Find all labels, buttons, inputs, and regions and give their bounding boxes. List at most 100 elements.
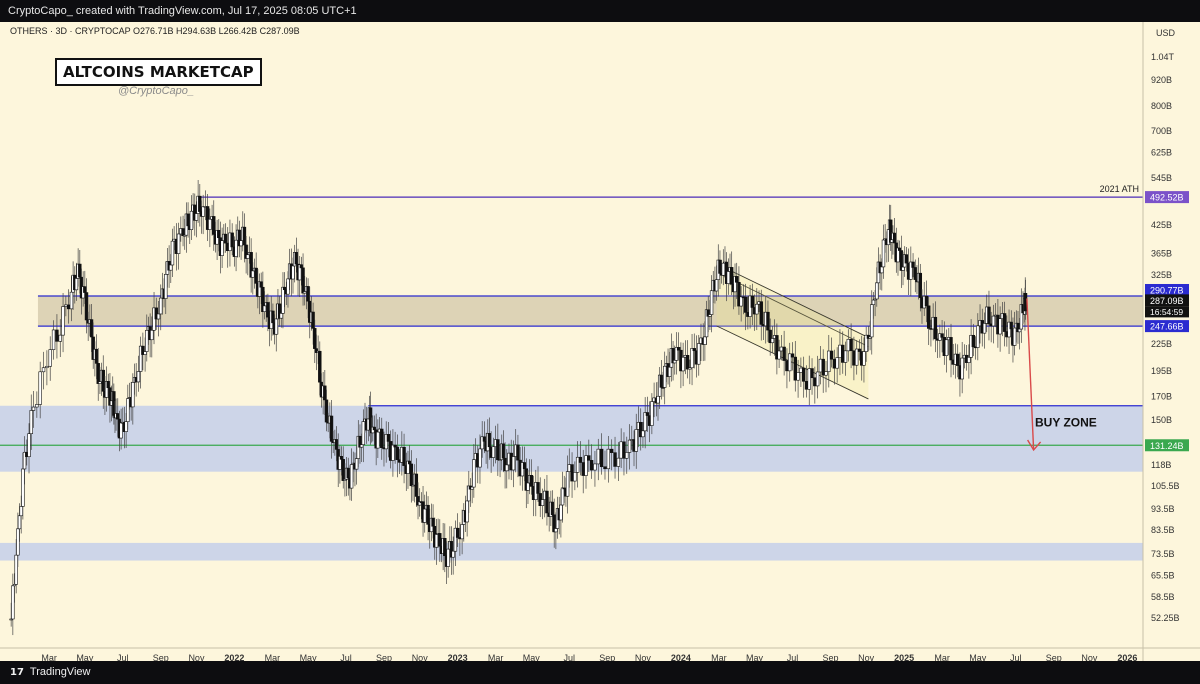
candle-body [824,371,828,376]
candle-body [1007,321,1011,338]
price-tick-label: 225B [1151,339,1172,349]
candle-body [460,524,464,540]
price-label-text: 290.77B [1150,285,1184,295]
candle-body [426,504,430,525]
price-label-text: 492.52B [1150,193,1184,203]
candle-body [818,358,823,373]
candle-body [96,363,100,384]
candle-body [380,428,384,448]
candle-body [150,329,154,341]
candle-body [41,367,46,373]
candle-body [141,345,145,355]
price-label-text: 287.09B [1150,296,1184,306]
candle-body [768,329,772,344]
price-tick-label: 170B [1151,392,1172,402]
candle-body [987,306,991,325]
time-tick-label: Nov [1081,653,1098,661]
candle-body [685,354,690,370]
candle-body [61,306,65,336]
candle-body [777,350,781,360]
author-handle: @CryptoCapo_ [118,85,194,97]
candle-body [729,267,734,285]
price-label-text: 131.24B [1150,441,1184,451]
candle-body [124,421,128,432]
candle-body [354,458,359,470]
price-label-box [1145,191,1189,204]
candle-body [841,344,845,363]
price-label-box [1145,320,1189,333]
candle-body [991,315,996,327]
chart-title-box: ALTCOINS MARKETCAP [55,58,262,86]
candle-body [318,350,322,383]
candle-body [619,441,623,459]
candle-body [681,356,685,372]
candle-body [487,433,492,448]
candle-body [650,401,654,426]
candle-body [835,357,839,369]
candle-body [909,261,913,280]
candle-body [262,305,267,313]
candle-body [482,436,487,442]
candle-body [718,259,722,274]
candle-body [567,464,571,472]
time-tick-label: Sep [376,653,392,661]
candle-body [832,358,837,369]
candle-body [788,353,792,372]
candle-body [827,350,831,372]
time-tick-label: May [969,653,987,661]
candle-body [587,455,591,461]
time-tick-label: Sep [822,653,838,661]
time-tick-label: Sep [1046,653,1062,661]
candle-body [480,436,484,450]
candle-body [540,499,545,506]
candle-body [306,286,310,302]
time-tick-label: Mar [265,653,281,661]
time-tick-label: Sep [599,653,615,661]
candle-body [220,240,224,256]
candle-body [11,585,15,620]
time-tick-label: Sep [153,653,169,661]
candle-body [897,247,902,251]
price-label-box [1145,439,1189,452]
candle-body [815,371,820,387]
candle-body [69,291,74,310]
candle-body [759,301,763,325]
candle-body [668,366,672,377]
candle-body [881,239,886,268]
candle-body [663,365,667,388]
candle-body [918,272,923,298]
watermark-text: CryptoCapo_ created with TradingView.com… [8,5,357,17]
candle-body [154,307,158,320]
candle-body [414,473,419,497]
time-tick-label: Mar [41,653,57,661]
candle-body [194,213,199,221]
candle-body [613,452,617,467]
candle-body [58,334,62,342]
candle-body [451,550,455,558]
candle-body [944,339,949,356]
chart-frame[interactable]: BUY ZONE 2021 ATH USD 1.04T 920B 800B 700B 625B… [0,22,1200,661]
candle-body [349,464,354,489]
candle-body [438,533,442,547]
candle-body [560,487,565,506]
price-tick-label: 365B [1151,248,1172,258]
brand-label: TradingView [29,666,91,678]
candle-body [904,254,909,264]
candle-body [423,508,427,523]
candle-body [933,316,938,340]
candle-body [690,348,694,369]
candle-body [446,548,450,567]
candle-body [136,371,141,383]
price-chart[interactable]: BUY ZONE 2021 ATH USD 1.04T 920B 800B 700B 625B… [0,22,1200,661]
candle-body [143,351,147,355]
candle-body [810,368,814,379]
candle-body [688,367,692,370]
time-tick-label: May [746,653,764,661]
candle-body [198,195,202,212]
price-tick-label: 105.5B [1151,481,1180,491]
candle-body [697,343,701,365]
price-tick-label: 93.5B [1151,504,1175,514]
candle-body [346,467,350,479]
price-tick-label: 150B [1151,415,1172,425]
candle-body [924,295,929,307]
